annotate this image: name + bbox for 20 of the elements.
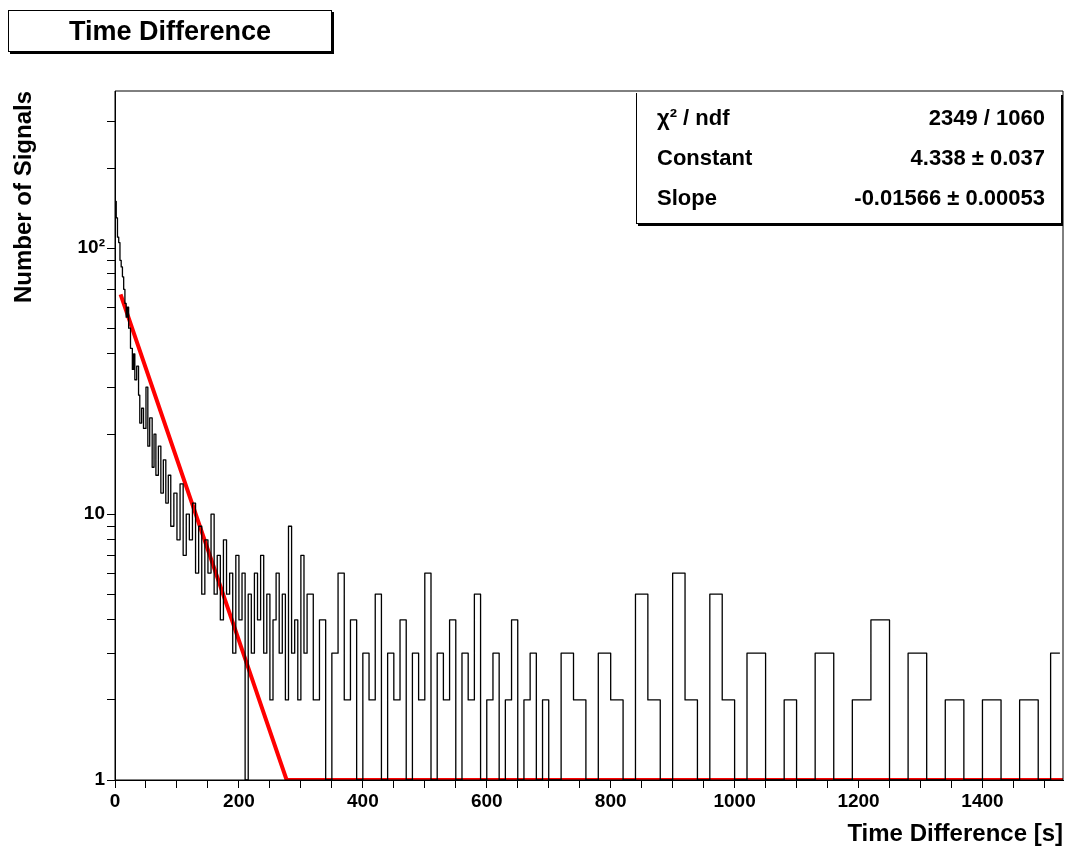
y-tick-label: 10² — [77, 236, 105, 258]
x-axis-title: Time Difference [s] — [847, 819, 1063, 847]
annotation: 4.338 ± 0.037 — [910, 145, 1045, 171]
x-tick-label: 600 — [470, 789, 503, 811]
annotation: Slope — [657, 185, 717, 211]
chart-title: Time Difference — [8, 10, 332, 52]
y-tick-label: 10 — [83, 502, 105, 524]
x-tick-label: 200 — [223, 789, 255, 811]
y-axis-title: Number of Signals — [9, 91, 37, 304]
annotation: -0.01566 ± 0.00053 — [854, 185, 1045, 211]
annotation: Constant — [657, 145, 753, 171]
x-tick-label: 400 — [346, 789, 379, 811]
x-tick-label: 0 — [109, 789, 121, 811]
y-tick-label: 1 — [94, 768, 106, 790]
annotation: χ² / ndf — [657, 105, 730, 131]
x-tick-label: 1000 — [713, 789, 756, 811]
x-tick-label: 1400 — [961, 789, 1004, 811]
x-tick-label: 1200 — [837, 789, 880, 811]
annotation: 2349 / 1060 — [928, 105, 1045, 131]
x-tick-label: 800 — [594, 789, 627, 811]
